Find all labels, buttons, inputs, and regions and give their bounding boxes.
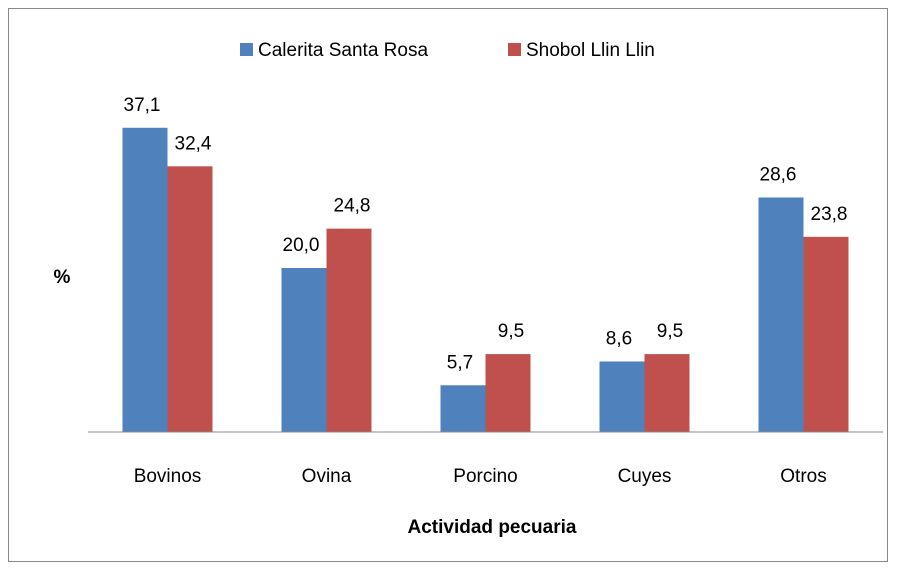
bar [485, 354, 531, 432]
legend-label: Shobol Llin Llin [526, 40, 655, 61]
bar [122, 127, 168, 432]
bar [167, 166, 213, 432]
x-tick-label: Porcino [453, 466, 517, 487]
bar [326, 228, 372, 432]
data-label: 37,1 [124, 95, 161, 116]
data-label: 28,6 [760, 164, 797, 185]
bar [440, 385, 486, 432]
bar [644, 354, 690, 432]
data-label: 20,0 [283, 235, 320, 256]
data-label: 32,4 [175, 133, 212, 154]
legend-label: Calerita Santa Rosa [258, 40, 428, 61]
bar [599, 361, 645, 432]
x-tick-label: Otros [780, 466, 826, 487]
data-label: 5,7 [447, 352, 473, 373]
data-label: 8,6 [606, 328, 632, 349]
bar [281, 268, 327, 432]
y-axis-label: % [54, 267, 71, 288]
bar [803, 236, 849, 432]
data-label: 24,8 [334, 196, 371, 217]
data-label: 23,8 [811, 204, 848, 225]
bar [758, 197, 804, 432]
x-tick-label: Bovinos [134, 466, 202, 487]
x-axis-label: Actividad pecuaria [408, 517, 577, 538]
legend-swatch [508, 43, 521, 56]
x-tick-label: Ovina [302, 466, 352, 487]
legend-swatch [240, 43, 253, 56]
data-label: 9,5 [498, 321, 524, 342]
x-tick-label: Cuyes [618, 466, 672, 487]
data-label: 9,5 [657, 321, 683, 342]
